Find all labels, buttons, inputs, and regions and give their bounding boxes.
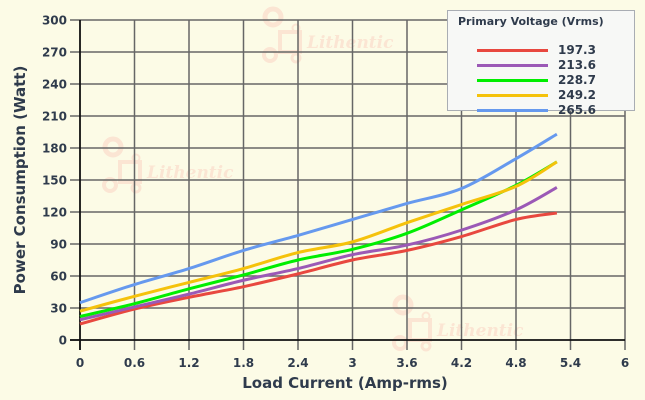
watermark-logo: Lithentic (392, 294, 524, 352)
y-tick-label: 120 (42, 206, 67, 220)
y-tick-label: 300 (42, 14, 67, 28)
legend-label: 228.7 (558, 73, 596, 87)
series-line-265-6 (79, 132, 558, 305)
y-tick-label: 0 (59, 334, 67, 348)
legend-swatch (477, 64, 548, 67)
x-tick-label: 3.6 (396, 356, 417, 370)
y-tick-label: 240 (42, 78, 67, 92)
watermark-text: Lithentic (306, 33, 394, 53)
legend-label: 265.6 (558, 103, 596, 117)
y-axis-title: Power Consumption (Watt) (11, 66, 29, 295)
legend-label: 249.2 (558, 88, 596, 102)
y-tick-label: 150 (42, 174, 67, 188)
x-tick-label: 5.4 (560, 356, 581, 370)
x-tick-label: 6 (621, 356, 629, 370)
legend-label: 213.6 (558, 58, 596, 72)
watermarks: Lithentic Lithentic Lithentic (102, 6, 524, 352)
x-tick-label: 4.2 (451, 356, 472, 370)
series-line-228-7 (79, 160, 558, 318)
series-lines (79, 132, 558, 326)
x-tick-label: 1.2 (178, 356, 199, 370)
legend-swatch (477, 94, 548, 97)
watermark-text: Lithentic (146, 163, 234, 183)
x-tick-label: 0.6 (124, 356, 145, 370)
series-line-249-2 (79, 160, 558, 313)
legend-item: 265.6 (477, 103, 627, 118)
y-tick-label: 180 (42, 142, 67, 156)
x-tick-label: 3 (348, 356, 356, 370)
legend-swatch (477, 109, 548, 112)
y-tick-label: 270 (42, 46, 67, 60)
legend-item: 249.2 (477, 88, 627, 103)
series-line-197-3 (79, 211, 558, 326)
y-tick-label: 30 (50, 302, 67, 316)
tick-labels: 0 30 60 90 120 150 180 210 240 270 300 0 0.6 1.2 1.8 2.… (42, 14, 629, 371)
x-tick-label: 1.8 (233, 356, 254, 370)
watermark-text: Lithentic (436, 321, 524, 341)
y-tick-label: 210 (42, 110, 67, 124)
axes (70, 20, 625, 350)
y-tick-label: 60 (50, 270, 67, 284)
watermark-logo: Lithentic (262, 6, 394, 64)
legend-swatch (477, 49, 548, 52)
series-line-213-6 (79, 186, 558, 322)
legend-item: 197.3 (477, 43, 627, 58)
legend-swatch (477, 79, 548, 82)
y-tick-label: 90 (50, 238, 67, 252)
x-tick-label: 0 (76, 356, 84, 370)
legend-item: 228.7 (477, 73, 627, 88)
legend-item: 213.6 (477, 58, 627, 73)
x-tick-label: 2.4 (287, 356, 308, 370)
legend: Primary Voltage (Vrms) 197.3 213.6 228.7 24… (447, 10, 635, 117)
x-axis-title: Load Current (Amp-rms) (242, 374, 448, 392)
legend-label: 197.3 (558, 43, 596, 57)
legend-title: Primary Voltage (Vrms) (458, 15, 604, 28)
x-tick-label: 4.8 (505, 356, 526, 370)
watermark-logo: Lithentic (102, 136, 234, 194)
